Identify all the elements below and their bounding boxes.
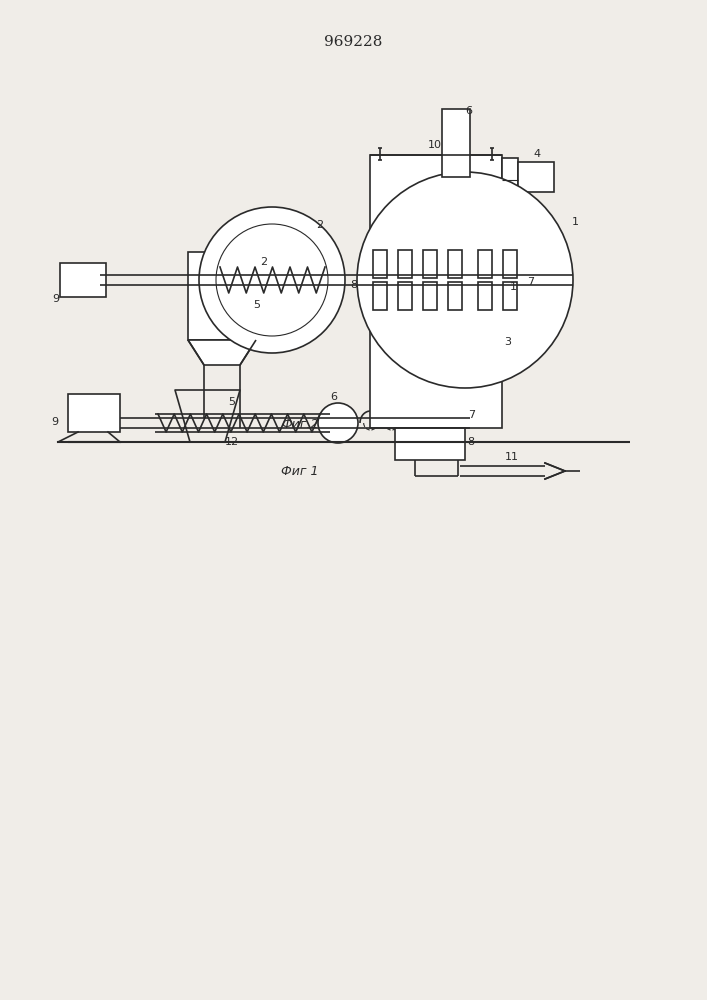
Text: 7: 7 — [468, 410, 475, 420]
Bar — [423, 250, 437, 278]
Bar — [478, 282, 492, 310]
Text: 969228: 969228 — [324, 35, 382, 49]
Circle shape — [357, 172, 573, 388]
Text: 3: 3 — [504, 337, 511, 347]
Text: 10: 10 — [428, 140, 442, 150]
Bar — [503, 282, 517, 310]
Text: 9: 9 — [52, 294, 59, 304]
Bar — [68, 394, 120, 432]
Bar — [398, 250, 412, 278]
Text: 5: 5 — [228, 397, 235, 407]
Text: Фиг 1: Фиг 1 — [281, 465, 319, 478]
Bar — [395, 428, 465, 460]
Text: 2: 2 — [316, 220, 323, 230]
Text: 4: 4 — [533, 149, 540, 159]
Bar — [478, 250, 492, 278]
Bar — [503, 250, 517, 278]
Text: Фиг.2: Фиг.2 — [281, 418, 319, 431]
Bar — [188, 252, 256, 340]
Bar — [448, 250, 462, 278]
Bar — [518, 162, 554, 192]
Text: 7: 7 — [527, 277, 534, 287]
Bar — [370, 155, 502, 428]
Bar — [448, 282, 462, 310]
Text: 5: 5 — [253, 300, 260, 310]
Bar — [502, 158, 518, 340]
Text: 8: 8 — [467, 437, 474, 447]
Bar — [398, 282, 412, 310]
Text: 6: 6 — [330, 392, 337, 402]
Bar — [60, 263, 106, 297]
Bar — [423, 282, 437, 310]
Text: 9: 9 — [51, 417, 58, 427]
Text: 8: 8 — [350, 280, 357, 290]
Text: 2: 2 — [260, 257, 267, 267]
Circle shape — [216, 224, 328, 336]
Bar — [442, 109, 470, 177]
Circle shape — [199, 207, 345, 353]
Circle shape — [318, 403, 358, 443]
Bar — [373, 282, 387, 310]
Text: 12: 12 — [225, 437, 239, 447]
Bar — [373, 250, 387, 278]
Text: 6: 6 — [465, 106, 472, 116]
Polygon shape — [188, 340, 256, 365]
Text: 1: 1 — [572, 217, 579, 227]
Text: 1: 1 — [510, 282, 517, 292]
Text: 11: 11 — [505, 452, 519, 462]
